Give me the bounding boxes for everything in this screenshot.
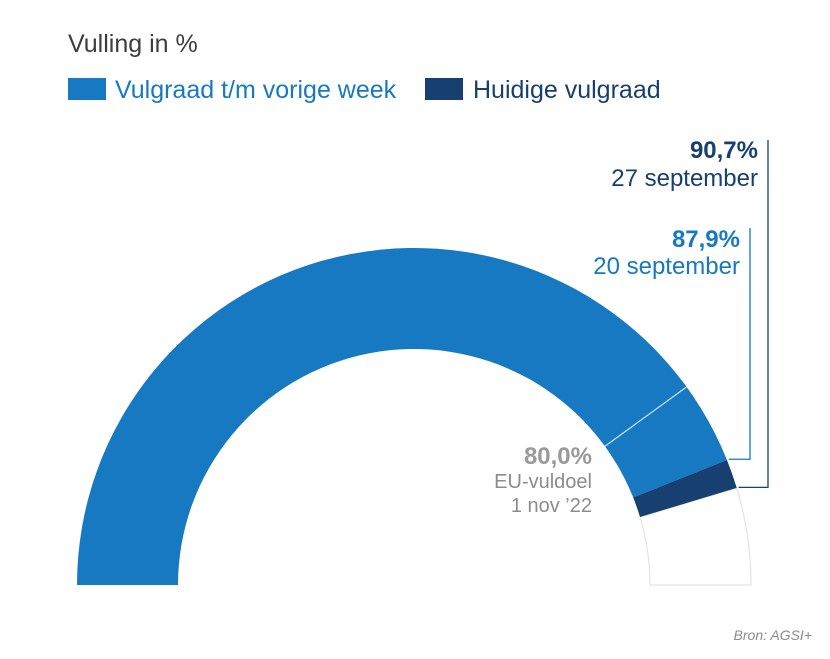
legend-label-previous: Vulgraad t/m vorige week	[115, 76, 397, 104]
legend-swatch-previous	[68, 78, 106, 100]
target-leader-line	[589, 445, 606, 458]
legend-swatch-current	[425, 78, 463, 100]
target-date-label: 1 nov ’22	[511, 495, 592, 517]
gauge-segment-previous	[77, 248, 727, 585]
target-name-label: EU-vuldoel	[494, 471, 592, 493]
chart-title: Vulling in %	[68, 30, 198, 58]
current-value-label: 90,7%	[690, 137, 758, 164]
legend-label-current: Huidige vulgraad	[473, 76, 661, 104]
target-marker-line	[604, 386, 687, 447]
gauge-remainder	[639, 487, 752, 586]
target-value-label: 80,0%	[524, 443, 592, 470]
current-date-label: 27 september	[611, 165, 758, 192]
previous-date-label: 20 september	[593, 253, 740, 280]
current-leader-line	[738, 140, 769, 489]
previous-leader-line	[728, 228, 751, 460]
gauge-segment-current	[633, 459, 737, 518]
source-label: Bron: AGSI+	[734, 627, 812, 643]
previous-value-label: 87,9%	[672, 226, 740, 253]
